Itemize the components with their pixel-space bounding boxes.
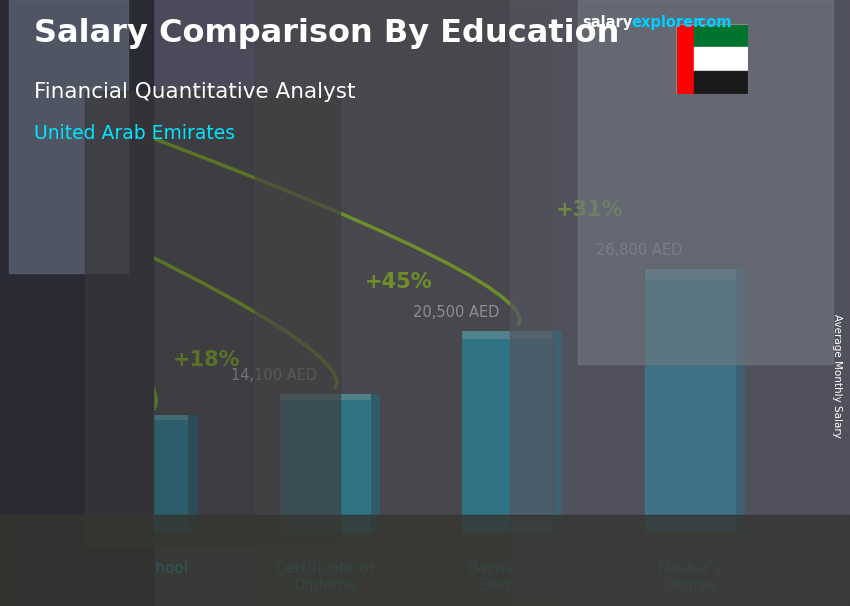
Text: 12,000 AED: 12,000 AED <box>48 392 135 407</box>
Text: +18%: +18% <box>173 350 241 370</box>
Text: .com: .com <box>693 15 732 30</box>
Text: 20,500 AED: 20,500 AED <box>413 305 500 319</box>
Bar <box>644 269 736 533</box>
Text: High School: High School <box>98 561 189 576</box>
Text: Salary Comparison By Education: Salary Comparison By Education <box>34 18 620 49</box>
Bar <box>694 47 748 71</box>
Text: United Arab Emirates: United Arab Emirates <box>34 124 235 143</box>
Bar <box>644 269 736 280</box>
Bar <box>736 269 745 533</box>
Bar <box>676 24 694 94</box>
Text: Financial Quantitative Analyst: Financial Quantitative Analyst <box>34 82 355 102</box>
Text: 26,800 AED: 26,800 AED <box>596 242 683 258</box>
Bar <box>280 395 371 400</box>
Bar <box>371 395 380 533</box>
Bar <box>97 415 189 420</box>
Bar <box>189 415 197 533</box>
Bar <box>462 331 553 533</box>
Bar <box>0 515 850 606</box>
Bar <box>694 24 748 47</box>
Text: salary: salary <box>582 15 632 30</box>
Text: explorer: explorer <box>632 15 701 30</box>
Bar <box>97 415 189 533</box>
Bar <box>510 0 850 606</box>
Text: Bachelor's
Degree: Bachelor's Degree <box>468 561 547 593</box>
Text: +45%: +45% <box>365 272 432 292</box>
Text: 14,100 AED: 14,100 AED <box>231 368 317 382</box>
Bar <box>280 395 371 533</box>
Bar <box>85 91 340 545</box>
Bar <box>553 331 563 533</box>
Text: Master's
Degree: Master's Degree <box>658 561 722 593</box>
Bar <box>0 0 153 606</box>
Bar <box>694 71 748 94</box>
Bar <box>462 331 553 339</box>
Bar <box>255 0 552 606</box>
Text: +31%: +31% <box>556 200 624 221</box>
Text: Average Monthly Salary: Average Monthly Salary <box>832 314 842 438</box>
Text: Certificate or
Diploma: Certificate or Diploma <box>275 561 376 593</box>
Bar <box>578 0 833 364</box>
Bar <box>8 0 127 273</box>
